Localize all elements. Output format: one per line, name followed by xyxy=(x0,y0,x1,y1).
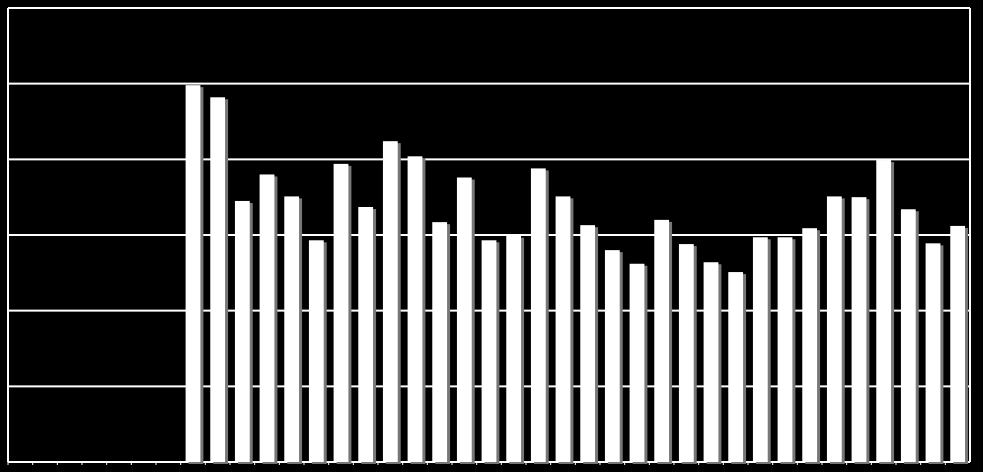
bar xyxy=(802,228,818,462)
bar xyxy=(456,177,472,462)
bar xyxy=(851,197,867,462)
bar xyxy=(210,97,226,462)
bar xyxy=(382,141,398,462)
bar xyxy=(530,168,546,462)
bar xyxy=(432,222,448,462)
bar xyxy=(407,156,423,462)
bar xyxy=(506,235,522,462)
bar xyxy=(900,209,916,462)
bar xyxy=(654,219,670,462)
bar xyxy=(950,225,966,462)
bar xyxy=(234,200,250,462)
bar xyxy=(481,240,497,462)
bar xyxy=(629,263,645,462)
bar xyxy=(678,244,694,462)
bar xyxy=(728,272,744,462)
bar xyxy=(752,237,768,462)
bar xyxy=(604,250,620,462)
bar xyxy=(876,160,892,462)
bar xyxy=(284,196,300,462)
bar xyxy=(555,196,571,462)
bar xyxy=(925,243,941,462)
bar xyxy=(185,85,201,463)
bar xyxy=(358,207,374,462)
bar xyxy=(703,262,719,462)
bar xyxy=(826,196,842,462)
bar xyxy=(333,163,349,462)
bar xyxy=(308,240,324,462)
bar xyxy=(777,237,793,462)
bar xyxy=(259,174,275,462)
bar xyxy=(580,225,596,462)
